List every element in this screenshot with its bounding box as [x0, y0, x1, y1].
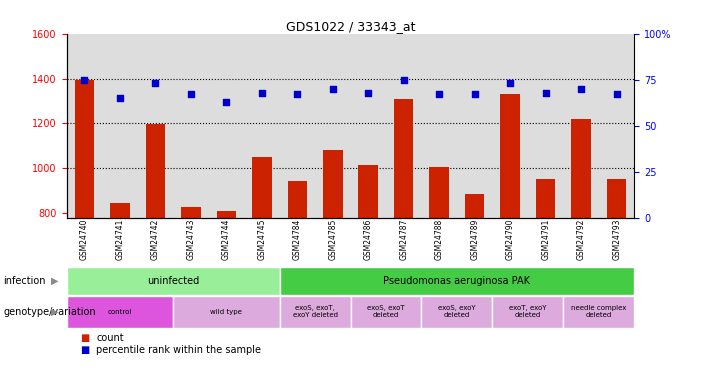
Text: wild type: wild type — [210, 309, 243, 315]
Bar — [252, 158, 271, 218]
Point — [79, 77, 90, 83]
Text: ▶: ▶ — [51, 276, 59, 286]
Bar — [280, 267, 634, 295]
Text: percentile rank within the sample: percentile rank within the sample — [96, 345, 261, 355]
Point — [362, 90, 374, 96]
Bar — [173, 296, 280, 328]
Bar — [536, 179, 555, 218]
Text: genotype/variation: genotype/variation — [4, 307, 96, 317]
Bar — [67, 296, 173, 328]
Text: needle complex
deleted: needle complex deleted — [571, 305, 627, 318]
Bar — [110, 203, 130, 217]
Bar — [607, 179, 627, 218]
Bar — [571, 119, 591, 218]
Bar — [501, 94, 520, 218]
Bar — [146, 124, 165, 218]
Bar — [350, 296, 421, 328]
Point — [256, 90, 267, 96]
Text: exoT, exoY
deleted: exoT, exoY deleted — [509, 305, 547, 318]
Point — [505, 80, 516, 86]
Text: Pseudomonas aeruginosa PAK: Pseudomonas aeruginosa PAK — [383, 276, 531, 286]
Bar — [323, 150, 343, 217]
Text: exoS, exoT
deleted: exoS, exoT deleted — [367, 305, 404, 318]
Point — [114, 95, 125, 101]
Bar — [358, 165, 378, 218]
Text: infection: infection — [4, 276, 46, 286]
Point — [540, 90, 551, 96]
Point — [469, 92, 480, 98]
Point — [434, 92, 445, 98]
Text: exoS, exoY
deleted: exoS, exoY deleted — [438, 305, 476, 318]
Point — [150, 80, 161, 86]
Text: count: count — [96, 333, 123, 343]
Bar — [280, 296, 350, 328]
Point — [221, 99, 232, 105]
Bar — [287, 181, 307, 218]
Bar — [421, 296, 492, 328]
Bar — [181, 207, 200, 218]
Bar — [564, 296, 634, 328]
Bar — [465, 194, 484, 217]
Bar — [74, 80, 94, 218]
Text: ■: ■ — [81, 333, 90, 343]
Point — [576, 86, 587, 92]
Bar — [394, 99, 414, 218]
Point — [398, 77, 409, 83]
Title: GDS1022 / 33343_at: GDS1022 / 33343_at — [286, 20, 415, 33]
Text: uninfected: uninfected — [147, 276, 199, 286]
Text: ▶: ▶ — [51, 307, 59, 317]
Bar — [217, 211, 236, 217]
Point — [327, 86, 339, 92]
Text: ■: ■ — [81, 345, 90, 355]
Point — [185, 92, 196, 98]
Bar — [430, 167, 449, 217]
Point — [611, 92, 622, 98]
Bar — [67, 267, 280, 295]
Point — [292, 92, 303, 98]
Text: exoS, exoT,
exoY deleted: exoS, exoT, exoY deleted — [292, 305, 337, 318]
Bar — [492, 296, 564, 328]
Text: control: control — [108, 309, 132, 315]
